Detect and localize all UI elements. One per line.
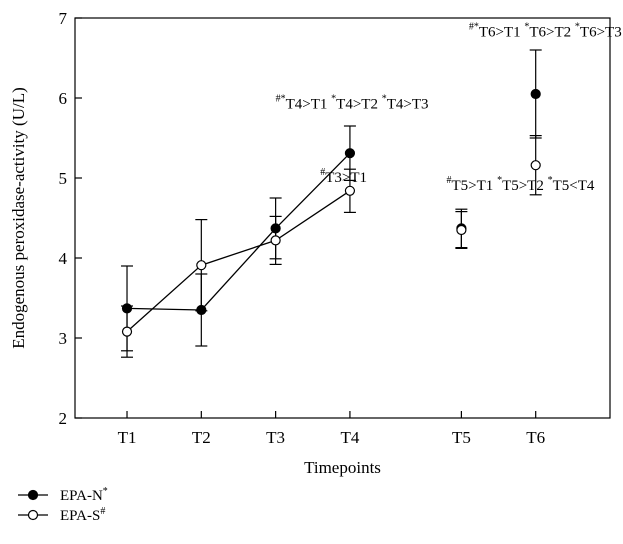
y-tick-label: 5	[59, 169, 68, 188]
annotation-t3: #T3>T1	[320, 167, 367, 186]
legend-item-epa-s: EPA-S#	[18, 506, 105, 524]
x-tick-label: T4	[340, 428, 359, 447]
data-point	[456, 224, 467, 236]
legend-item-epa-n: EPA-N*	[18, 486, 108, 504]
y-tick-label: 4	[59, 249, 68, 268]
x-tick-label: T3	[266, 428, 285, 447]
y-tick-label: 2	[59, 409, 68, 428]
x-axis-title: Timepoints	[304, 458, 381, 477]
legend-label: EPA-S#	[60, 506, 105, 524]
data-point	[344, 185, 356, 196]
legend-marker	[27, 489, 39, 501]
legend-label: EPA-N*	[60, 486, 108, 504]
y-axis-title: Endogenous peroxidase-activity (U/L)	[9, 87, 28, 349]
series-line	[126, 152, 351, 311]
y-tick-label: 6	[59, 89, 68, 108]
x-tick-label: T1	[118, 428, 137, 447]
data-point	[270, 235, 281, 246]
data-point	[121, 326, 133, 337]
x-tick-label: T5	[452, 428, 471, 447]
data-point	[530, 160, 541, 171]
data-point	[344, 148, 356, 159]
data-point	[530, 88, 541, 100]
series-line	[126, 190, 351, 333]
y-tick-label: 7	[59, 9, 68, 28]
annotation-t6: #*T6>T1 *T6>T2 *T6>T3 #*T6>T5	[469, 21, 623, 40]
plot-frame	[74, 17, 611, 419]
data-point	[196, 260, 207, 271]
x-tick-label: T2	[192, 428, 211, 447]
legend-marker	[27, 509, 39, 521]
annotation-t5: #T5>T1 *T5>T2 *T5<T4	[447, 175, 595, 194]
x-tick-label: T6	[526, 428, 545, 447]
y-tick-label: 3	[59, 329, 68, 348]
annotation-t4: #*T4>T1 *T4>T2 *T4>T3	[276, 93, 429, 112]
series-epa-s	[121, 135, 542, 358]
